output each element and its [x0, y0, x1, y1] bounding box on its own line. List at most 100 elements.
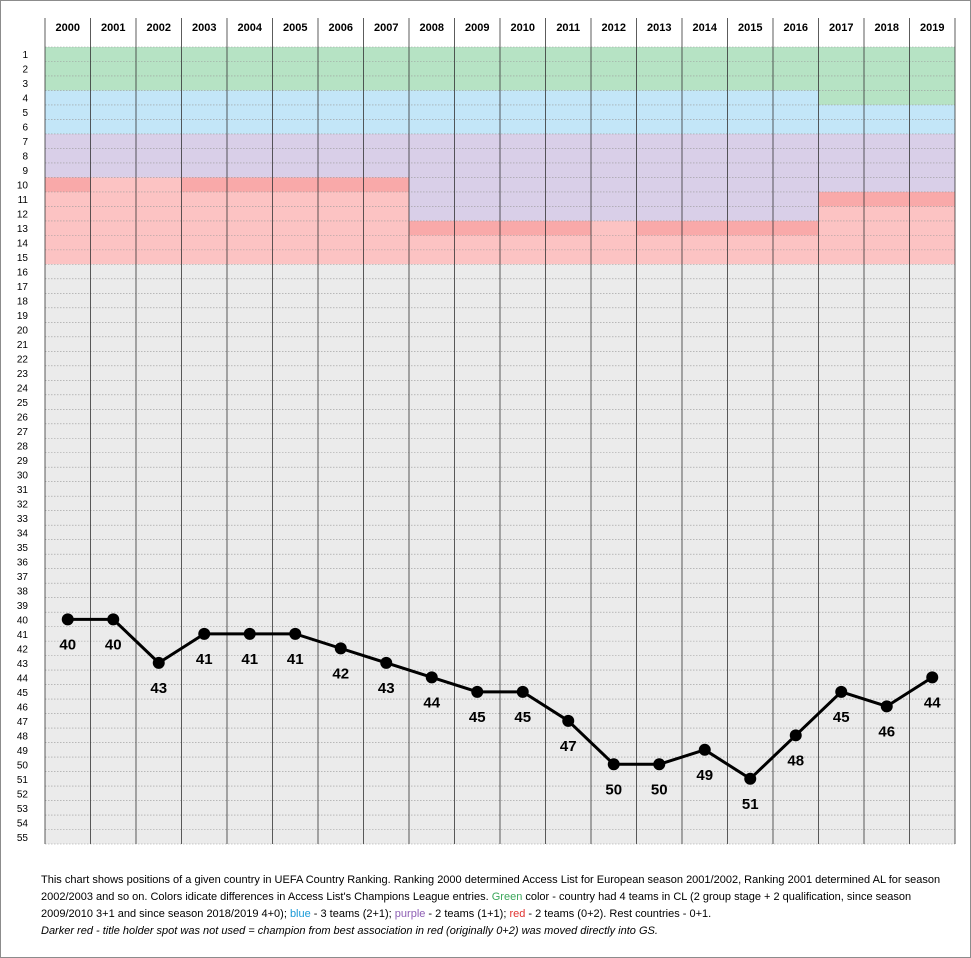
y-tick-label: 23	[17, 369, 29, 380]
data-label: 44	[924, 694, 941, 711]
y-tick-label: 50	[17, 760, 29, 771]
data-point	[926, 671, 939, 684]
data-label: 48	[787, 752, 804, 769]
y-tick-label: 18	[17, 297, 29, 308]
y-tick-label: 48	[17, 731, 29, 742]
x-tick-label: 2016	[784, 22, 808, 34]
y-tick-label: 35	[17, 543, 29, 554]
caption-text-5: - 2 teams (0+2). Rest countries - 0+1.	[525, 908, 712, 920]
x-tick-label: 2014	[693, 22, 718, 34]
x-tick-label: 2000	[56, 22, 80, 34]
caption-text-3: - 3 teams (2+1);	[310, 908, 395, 920]
data-label: 44	[423, 694, 440, 711]
y-tick-label: 49	[17, 746, 29, 757]
x-tick-label: 2011	[556, 22, 580, 34]
data-label: 51	[742, 796, 759, 813]
y-tick-label: 44	[17, 673, 29, 684]
zone-green-2000-2016	[45, 47, 819, 91]
y-tick-label: 42	[17, 644, 29, 655]
data-label: 41	[287, 651, 304, 668]
data-label: 47	[560, 738, 577, 755]
grid-lines	[44, 18, 956, 845]
y-tick-label: 27	[17, 427, 29, 438]
data-point	[152, 656, 165, 669]
data-point	[698, 743, 711, 756]
zone-blue-2017-2019	[818, 104, 955, 134]
data-label: 41	[196, 651, 213, 668]
y-tick-label: 28	[17, 442, 29, 453]
data-point	[835, 685, 848, 698]
y-tick-label: 43	[17, 659, 29, 670]
data-label: 49	[696, 767, 713, 784]
caption-purple-word: purple	[394, 908, 426, 920]
data-point	[516, 685, 529, 698]
zone-purple-2017-2019	[818, 133, 955, 192]
data-point	[562, 714, 575, 727]
data-label: 45	[514, 709, 531, 726]
y-tick-label: 6	[22, 123, 28, 134]
y-tick-label: 47	[17, 717, 29, 728]
caption-blue-word: blue	[289, 908, 311, 920]
x-tick-label: 2019	[920, 22, 944, 34]
caption-green-word: Green	[491, 891, 523, 903]
y-tick-label: 25	[17, 398, 29, 409]
y-tick-label: 13	[17, 224, 29, 235]
y-tick-label: 1	[22, 50, 28, 61]
x-tick-label: 2004	[238, 22, 263, 34]
y-tick-label: 12	[17, 210, 29, 221]
data-label: 43	[150, 680, 167, 697]
y-tick-label: 34	[17, 528, 29, 539]
caption-red-word: red	[509, 908, 526, 920]
y-tick-label: 53	[17, 804, 29, 815]
y-axis-rank-labels: 1234567891011121314151617181920212223242…	[17, 50, 29, 844]
y-tick-label: 19	[17, 311, 29, 322]
y-tick-label: 46	[17, 702, 29, 713]
y-tick-label: 30	[17, 470, 29, 481]
y-tick-label: 21	[17, 340, 29, 351]
y-tick-label: 31	[17, 485, 29, 496]
data-point	[243, 627, 256, 640]
data-point	[425, 671, 438, 684]
x-tick-label: 2003	[192, 22, 216, 34]
data-label: 40	[105, 636, 122, 653]
x-tick-label: 2015	[738, 22, 762, 34]
ranking-series	[61, 613, 939, 785]
y-tick-label: 2	[22, 65, 28, 76]
y-tick-label: 17	[17, 282, 29, 293]
y-tick-label: 54	[17, 818, 29, 829]
x-tick-label: 2010	[511, 22, 535, 34]
caption-text-4: - 2 teams (1+1);	[425, 908, 510, 920]
x-tick-label: 2005	[283, 22, 307, 34]
y-tick-label: 40	[17, 615, 29, 626]
y-tick-label: 39	[17, 601, 29, 612]
x-tick-label: 2007	[374, 22, 398, 34]
data-label: 40	[59, 636, 76, 653]
data-point	[198, 627, 211, 640]
data-label: 42	[332, 665, 349, 682]
y-tick-label: 36	[17, 557, 29, 568]
data-labels: 40 40 43 41 41 41 42 43 44 45 45 47 50 50 49 51 48 45 46 44	[59, 636, 941, 812]
y-tick-label: 5	[22, 108, 28, 119]
x-tick-label: 2018	[875, 22, 899, 34]
y-tick-label: 26	[17, 413, 29, 424]
y-tick-label: 4	[22, 94, 28, 105]
y-tick-label: 22	[17, 355, 29, 366]
y-tick-label: 29	[17, 456, 29, 467]
y-tick-label: 15	[17, 253, 29, 264]
caption-text-2: color - country had 4 teams in CL (2 gro…	[41, 891, 912, 920]
y-tick-label: 10	[17, 181, 29, 192]
y-tick-label: 33	[17, 514, 29, 525]
zone-darker-red-2017-2019	[818, 191, 955, 207]
data-point	[607, 758, 620, 771]
chart-caption: This chart shows positions of a given co…	[41, 872, 956, 940]
data-label: 45	[469, 709, 486, 726]
y-tick-label: 55	[17, 833, 29, 844]
data-point	[653, 758, 666, 771]
y-tick-label: 11	[18, 195, 29, 206]
x-tick-label: 2009	[465, 22, 489, 34]
caption-paragraph: This chart shows positions of a given co…	[41, 872, 956, 923]
zone-darker-red-2003-2007	[181, 177, 409, 192]
y-tick-label: 32	[17, 499, 29, 510]
y-tick-label: 20	[17, 326, 29, 337]
y-tick-label: 45	[17, 688, 29, 699]
